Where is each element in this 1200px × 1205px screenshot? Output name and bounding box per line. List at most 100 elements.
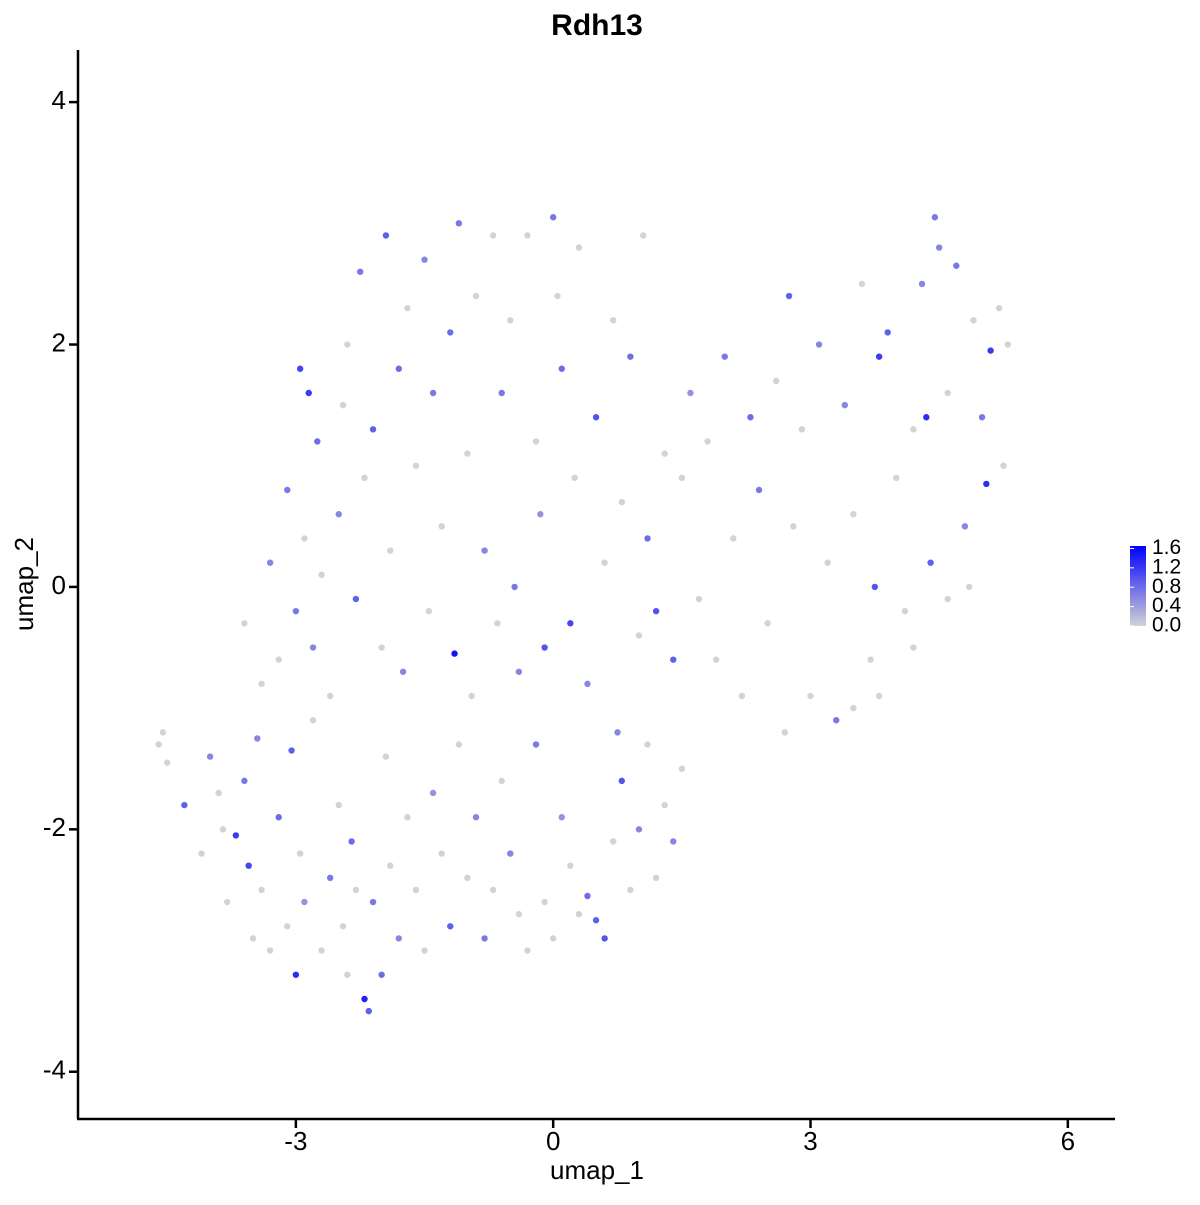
point bbox=[241, 777, 248, 785]
point bbox=[181, 801, 188, 809]
point bbox=[584, 892, 591, 900]
point bbox=[489, 232, 497, 239]
point bbox=[1000, 462, 1007, 469]
point bbox=[344, 341, 351, 348]
point bbox=[447, 329, 454, 336]
point bbox=[721, 353, 728, 360]
point bbox=[318, 947, 325, 954]
point bbox=[824, 559, 831, 566]
point bbox=[575, 910, 583, 918]
point bbox=[961, 523, 969, 530]
x-tick-label: 0 bbox=[546, 1126, 560, 1156]
point bbox=[507, 317, 514, 324]
point bbox=[507, 850, 514, 857]
point bbox=[296, 850, 304, 857]
point bbox=[515, 668, 523, 675]
point bbox=[206, 753, 214, 760]
colorbar-tick-label: 1.2 bbox=[1152, 555, 1181, 578]
point bbox=[378, 644, 385, 651]
y-tick-label: 0 bbox=[52, 570, 66, 600]
point bbox=[571, 474, 578, 482]
point bbox=[284, 486, 291, 494]
point bbox=[159, 729, 167, 736]
point bbox=[627, 886, 634, 894]
point bbox=[365, 1007, 372, 1015]
point bbox=[747, 414, 754, 421]
point bbox=[515, 910, 523, 918]
point bbox=[755, 486, 763, 494]
point bbox=[425, 607, 433, 615]
point bbox=[451, 650, 458, 657]
point bbox=[678, 765, 686, 772]
point bbox=[421, 256, 428, 263]
point bbox=[627, 353, 634, 360]
point bbox=[254, 735, 261, 742]
point bbox=[901, 607, 909, 615]
point bbox=[592, 414, 600, 421]
colorbar-tick-label: 0.4 bbox=[1152, 594, 1182, 617]
point bbox=[953, 262, 960, 269]
point bbox=[292, 607, 300, 615]
point bbox=[871, 583, 879, 591]
colorbar bbox=[1130, 546, 1146, 626]
point bbox=[232, 832, 240, 839]
point bbox=[326, 874, 334, 882]
y-tick-label: -4 bbox=[43, 1055, 66, 1085]
point bbox=[996, 304, 1003, 312]
point bbox=[481, 935, 488, 942]
point bbox=[455, 220, 463, 227]
point bbox=[309, 644, 317, 651]
point bbox=[249, 935, 257, 942]
point bbox=[498, 389, 505, 397]
point bbox=[412, 886, 420, 894]
point bbox=[275, 814, 282, 821]
point bbox=[335, 801, 342, 809]
point bbox=[670, 656, 677, 663]
point bbox=[155, 741, 162, 748]
point bbox=[614, 729, 621, 736]
y-tick-label: -2 bbox=[43, 812, 66, 842]
point bbox=[910, 426, 917, 433]
point bbox=[635, 632, 643, 639]
point bbox=[867, 656, 874, 663]
point bbox=[884, 329, 891, 336]
point bbox=[498, 777, 505, 785]
point bbox=[352, 595, 360, 603]
point bbox=[455, 741, 463, 748]
point bbox=[944, 389, 951, 397]
point bbox=[464, 450, 471, 457]
point bbox=[549, 935, 557, 942]
point bbox=[296, 365, 304, 372]
point bbox=[858, 280, 866, 288]
point bbox=[314, 438, 321, 445]
point bbox=[541, 644, 548, 651]
points bbox=[155, 214, 1011, 1015]
point bbox=[918, 280, 926, 288]
point bbox=[640, 232, 647, 239]
point bbox=[438, 523, 445, 530]
point bbox=[472, 814, 480, 821]
point bbox=[730, 535, 737, 542]
point bbox=[404, 814, 411, 821]
point bbox=[494, 620, 501, 627]
x-tick-label: 6 bbox=[1061, 1126, 1075, 1156]
point bbox=[258, 680, 265, 688]
point bbox=[356, 268, 364, 275]
point bbox=[382, 232, 390, 239]
point bbox=[661, 801, 668, 809]
x-tick-label: 3 bbox=[803, 1126, 817, 1156]
point bbox=[652, 874, 660, 882]
point bbox=[532, 438, 540, 445]
point bbox=[567, 862, 574, 869]
point bbox=[687, 389, 694, 397]
point bbox=[875, 353, 883, 360]
point bbox=[284, 923, 291, 930]
point bbox=[489, 886, 497, 894]
point bbox=[554, 292, 561, 300]
colorbar-tick-label: 0.8 bbox=[1152, 575, 1181, 598]
point bbox=[875, 692, 883, 700]
point bbox=[326, 692, 334, 700]
point bbox=[404, 304, 411, 312]
point bbox=[309, 717, 317, 724]
